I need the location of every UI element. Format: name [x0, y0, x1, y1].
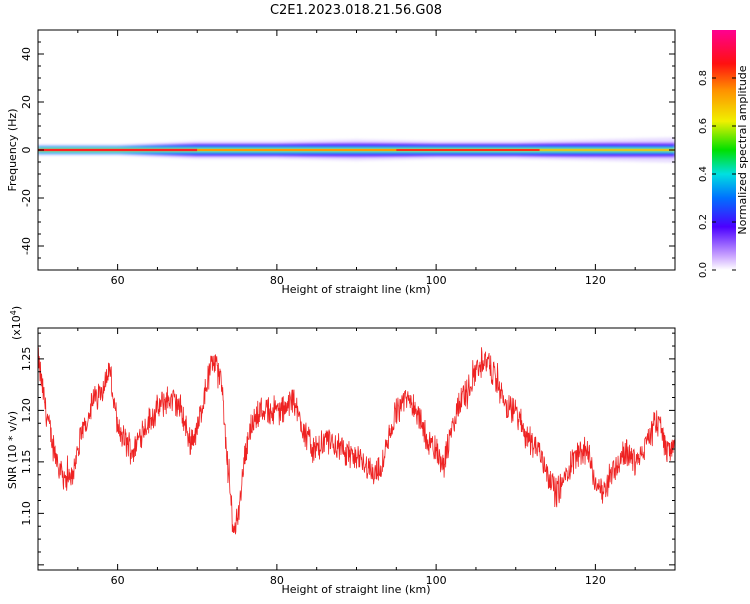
x-tick-label: 60: [111, 274, 125, 287]
x-tick-label: 120: [585, 274, 606, 287]
y-tick-label: 1.20: [20, 398, 33, 423]
y-tick-label: -20: [20, 189, 33, 207]
colorbar-tick-label: 0.8: [698, 70, 709, 86]
y-tick-label: 20: [20, 95, 33, 109]
snr-ticks: 60 80 100 120 1.10 1.15 1.20 1.25: [20, 328, 676, 587]
snr-panel: 60 80 100 120 1.10 1.15 1.20 1.25 Height of str…: [6, 306, 676, 596]
colorbar: 0.0 0.2 0.4 0.6 0.8 Normalized spectral ampl…: [698, 30, 749, 278]
scale-suffix: ): [10, 306, 23, 310]
colorbar-tick-label: 0.2: [698, 214, 709, 230]
snr-series-line: [38, 347, 675, 535]
colorbar-tick-label: 0.4: [698, 166, 709, 182]
colorbar-tick-label: 0.0: [698, 262, 709, 278]
y-tick-label: 1.15: [20, 450, 33, 475]
svg-text:(x104): (x104): [9, 306, 23, 340]
spectrogram-xlabel: Height of straight line (km): [281, 283, 430, 296]
snr-xlabel: Height of straight line (km): [281, 583, 430, 596]
colorbar-tick-label: 0.6: [698, 118, 709, 134]
x-tick-label: 80: [270, 574, 284, 587]
spectrogram-ticks: 60 80 100 120 40 20 0 -20 -40: [20, 29, 676, 287]
snr-scale-factor: (x104): [9, 306, 23, 340]
y-tick-label: 1.10: [20, 501, 33, 526]
y-tick-label: -40: [20, 237, 33, 255]
spectral-band: [38, 137, 675, 163]
y-tick-label: 40: [20, 47, 33, 61]
colorbar-label: Normalized spectral amplitude: [736, 65, 749, 234]
scale-exponent: 4: [9, 310, 18, 315]
spectrogram-panel: 60 80 100 120 40 20 0 -20 -40 Height of straight…: [6, 29, 676, 296]
x-tick-label: 120: [585, 574, 606, 587]
x-tick-label: 100: [426, 274, 447, 287]
x-tick-label: 60: [111, 574, 125, 587]
snr-ylabel: SNR (10 * v/v): [6, 411, 19, 489]
colorbar-gradient: [712, 30, 736, 270]
y-tick-label: 0: [20, 147, 33, 154]
y-tick-label: 1.25: [20, 347, 33, 372]
scale-prefix: (x10: [10, 315, 23, 340]
x-tick-label: 100: [426, 574, 447, 587]
chart-title: C2E1.2023.018.21.56.G08: [270, 3, 442, 18]
colorbar-ticks: 0.0 0.2 0.4 0.6 0.8: [698, 70, 736, 278]
x-tick-label: 80: [270, 274, 284, 287]
spectrogram-ylabel: Frequency (Hz): [6, 109, 19, 192]
